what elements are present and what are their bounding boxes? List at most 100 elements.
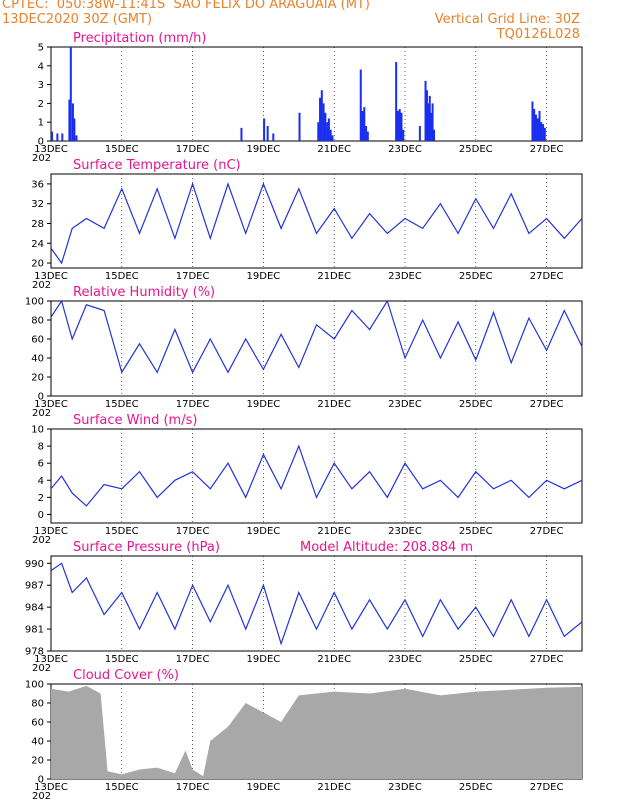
x-tick-label: 21DEC [317,782,351,793]
x-tick-label: 25DEC [459,526,493,537]
precip-bar [298,112,301,141]
panel-title: Surface Wind (m/s) [73,413,197,428]
cloud-area [51,685,582,779]
y-tick-label: 32 [31,199,44,210]
precip-bar [428,95,431,141]
precip-bar [68,99,71,141]
y-tick-label: 2 [38,493,44,504]
x-year-label: 202 [32,153,51,164]
precip-bar [324,112,327,141]
x-year-label: 202 [32,280,51,291]
precip-bar [366,131,369,141]
y-tick-label: 990 [25,559,44,570]
precip-bar [533,109,536,141]
precip-bar [536,118,539,141]
precip-bar [363,107,366,141]
x-tick-label: 19DEC [247,271,281,282]
panel-title: Precipitation (mm/h) [73,31,206,46]
precip-bar [329,129,332,141]
precip-bar [240,127,243,141]
precip-bar [326,122,329,141]
panel-title: Surface Temperature (nC) [73,158,241,173]
panel-frame [50,555,583,652]
y-tick-label: 984 [25,603,44,614]
precip-bar [317,122,320,141]
precip-bar [418,125,421,141]
precip-bar [424,80,427,141]
header-station: CPTEC: 050:38W-11:41S SAO FELIX DO ARAGU… [2,0,370,12]
y-tick-label: 1 [38,118,44,129]
panel-frame [50,428,583,524]
y-tick-label: 4 [38,61,44,72]
y-tick-label: 100 [25,297,44,308]
x-tick-label: 27DEC [530,144,564,155]
panel-frame [50,46,583,142]
precip-bar [359,69,362,141]
precip-bar [320,90,323,141]
precip-bar [433,129,436,141]
precip-bar [431,103,434,141]
y-tick-label: 0 [38,510,44,521]
y-tick-label: 40 [31,737,44,748]
y-tick-label: 987 [25,581,44,592]
x-tick-label: 21DEC [317,271,351,282]
precip-bar [400,112,403,141]
header-grid-note: Vertical Grid Line: 30Z [434,12,580,27]
x-tick-label: 19DEC [247,526,281,537]
panel-6: 13DEC 15DEC 17DEC 19DEC 21DEC 23DEC 25DEC 27DEC… [25,668,583,800]
precip-bar [331,135,334,141]
x-tick-label: 13DEC [34,144,68,155]
x-tick-label: 23DEC [388,782,422,793]
x-tick-label: 25DEC [459,782,493,793]
x-tick-label: 17DEC [176,144,210,155]
x-tick-label: 21DEC [317,654,351,665]
y-tick-label: 60 [31,718,44,729]
header-datetime: 13DEC2020 30Z (GMT) [2,12,153,27]
y-tick-label: 28 [31,219,44,230]
precip-bar [71,103,74,141]
precip-bar [402,129,405,141]
precip-bar [322,103,325,141]
x-tick-label: 15DEC [105,526,139,537]
y-tick-label: 20 [31,756,44,767]
x-year-label: 202 [32,791,51,800]
precip-bar [543,127,546,141]
x-tick-label: 15DEC [105,399,139,410]
x-tick-label: 17DEC [176,399,210,410]
series-line [50,562,583,646]
x-tick-label: 25DEC [459,144,493,155]
x-tick-label: 25DEC [459,654,493,665]
y-tick-label: 978 [25,647,44,658]
x-tick-label: 23DEC [388,399,422,410]
precip-bar [425,90,428,141]
x-tick-label: 13DEC [34,399,68,410]
x-tick-label: 17DEC [176,654,210,665]
series-line [50,181,583,265]
x-tick-label: 17DEC [176,782,210,793]
precip-bar [56,133,59,141]
y-tick-label: 8 [38,442,44,453]
precip-bar [396,110,399,141]
precip-bar [531,101,534,141]
panel-annotation: Model Altitude: 208.884 m [300,540,473,555]
precip-bar [534,114,537,141]
precip-bar [263,118,266,141]
precip-bar [540,122,543,141]
precip-bar [365,125,368,141]
x-year-label: 202 [32,408,51,419]
panel-4: 13DEC 15DEC 17DEC 19DEC 21DEC 23DEC 25DEC 27DEC… [31,413,583,546]
y-tick-label: 20 [31,373,44,384]
y-tick-label: 3 [38,80,44,91]
precip-bar [327,118,330,141]
precip-bar [542,124,545,141]
panel-frame [50,300,583,397]
y-tick-label: 0 [38,392,44,403]
x-tick-label: 27DEC [530,526,564,537]
panel-2: 13DEC 15DEC 17DEC 19DEC 21DEC 23DEC 25DEC 27DEC… [31,158,583,291]
precip-bar [266,125,269,141]
x-tick-label: 19DEC [247,782,281,793]
y-tick-label: 100 [25,680,44,691]
x-tick-label: 23DEC [388,271,422,282]
precip-bar [361,110,364,141]
